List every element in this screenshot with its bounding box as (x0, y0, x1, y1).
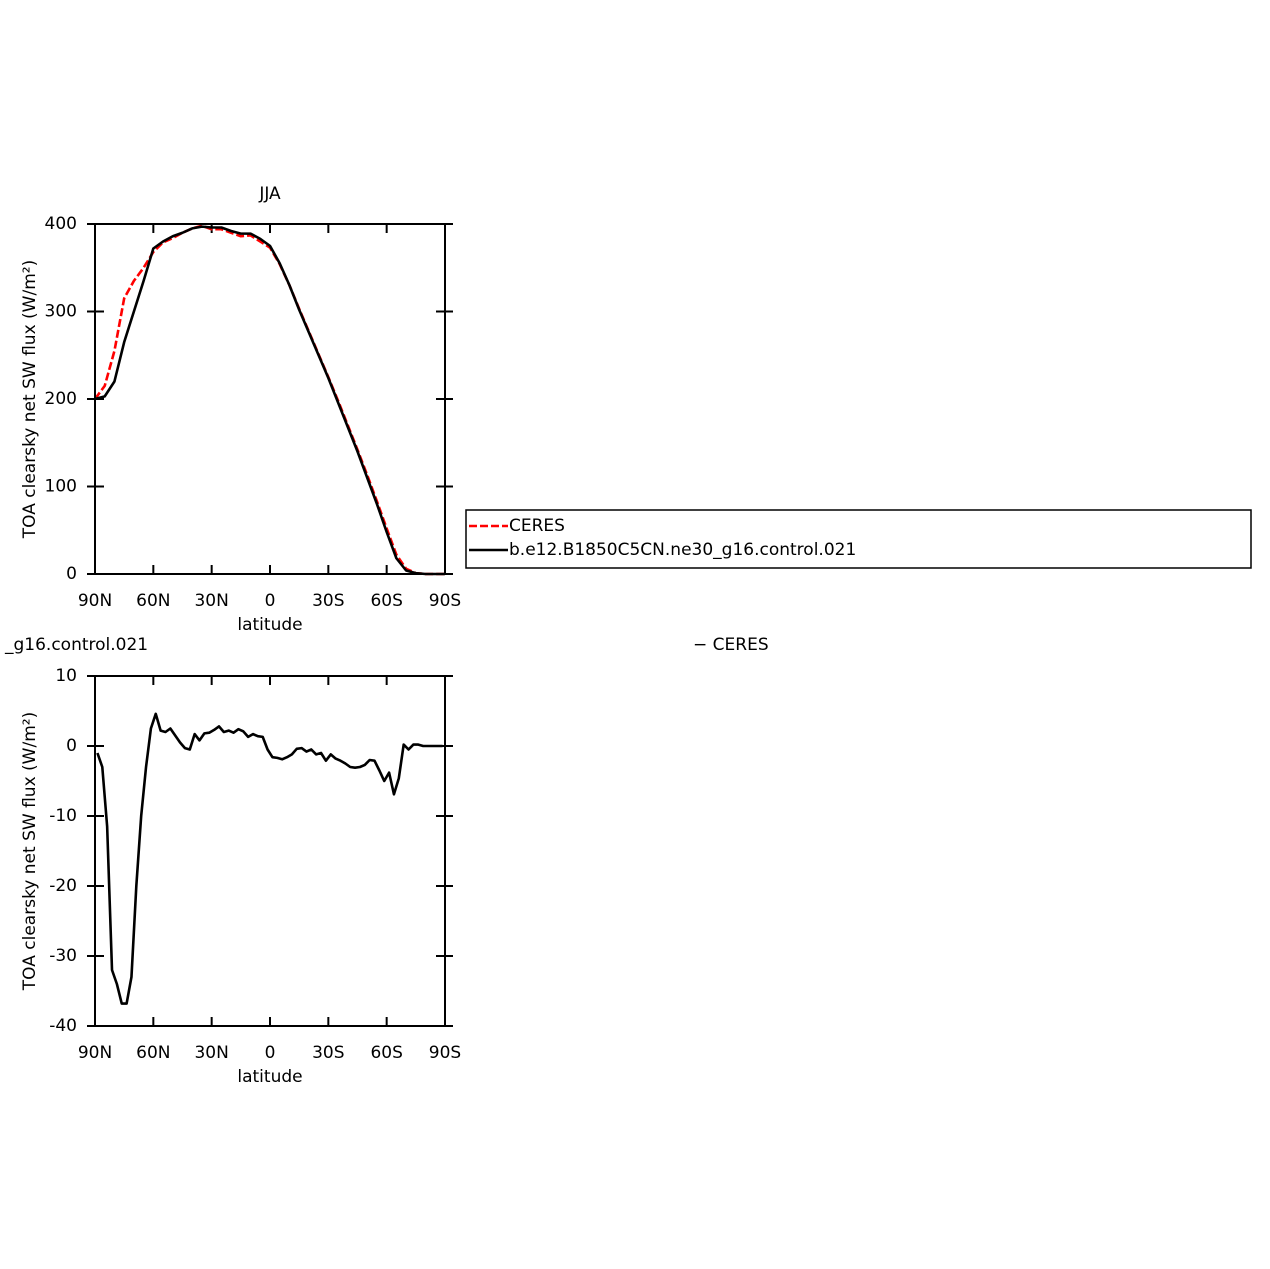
y-tick-label: 200 (45, 389, 77, 409)
y-tick-label: 100 (45, 477, 77, 497)
y-axis-label: TOA clearsky net SW flux (W/m²) (20, 712, 40, 991)
series-line (96, 712, 443, 1005)
legend-label: b.e12.B1850C5CN.ne30_g16.control.021 (509, 540, 856, 560)
y-tick-label: -30 (49, 946, 77, 966)
y-tick-label: -10 (49, 806, 77, 826)
chart-title-right: − CERES (693, 635, 769, 655)
y-tick-label: 300 (45, 302, 77, 322)
chart-title-left: _g16.control.021 (4, 635, 148, 655)
x-tick-label: 30N (194, 591, 228, 611)
x-tick-label: 60N (136, 591, 170, 611)
legend-label: CERES (509, 516, 565, 536)
plot-frame (94, 675, 446, 1027)
chart-title: JJA (258, 184, 281, 204)
y-tick-label: -40 (49, 1016, 77, 1036)
x-tick-label: 30S (312, 1043, 344, 1063)
x-tick-label: 90S (429, 591, 461, 611)
x-tick-label: 60S (370, 591, 402, 611)
plot-frame (94, 223, 446, 575)
x-tick-label: 0 (265, 1043, 276, 1063)
x-axis-label: latitude (237, 615, 302, 635)
series-line (93, 224, 445, 576)
y-tick-label: -20 (49, 876, 77, 896)
y-tick-label: 0 (66, 736, 77, 756)
x-tick-label: 90N (78, 591, 112, 611)
series-line (94, 225, 445, 576)
x-tick-label: 0 (265, 591, 276, 611)
y-tick-label: 0 (66, 564, 77, 584)
x-tick-label: 90S (429, 1043, 461, 1063)
x-tick-label: 30N (194, 1043, 228, 1063)
x-axis-label: latitude (237, 1067, 302, 1087)
x-tick-label: 60N (136, 1043, 170, 1063)
x-tick-label: 60S (370, 1043, 402, 1063)
x-tick-label: 30S (312, 591, 344, 611)
y-tick-label: 400 (45, 214, 77, 234)
legend-box (465, 509, 1252, 569)
y-tick-label: 10 (55, 666, 77, 686)
y-axis-label: TOA clearsky net SW flux (W/m²) (20, 260, 40, 539)
x-tick-label: 90N (78, 1043, 112, 1063)
